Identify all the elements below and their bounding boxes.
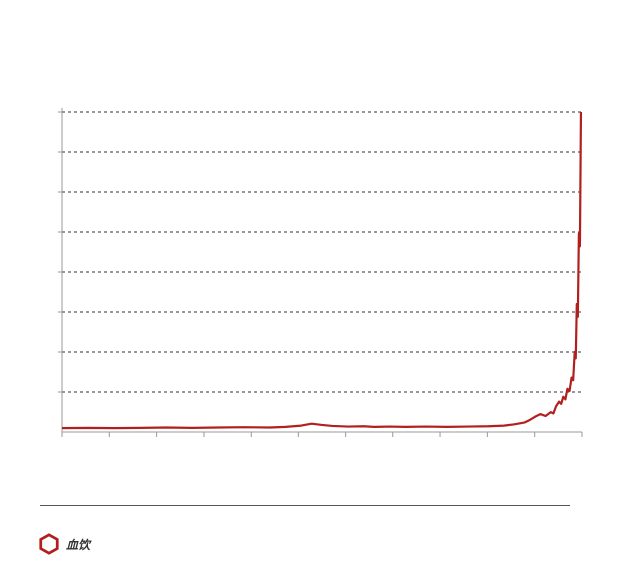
hexagon-icon: [38, 533, 60, 555]
logo-text: 血饮: [66, 536, 90, 553]
footer-rule: [40, 505, 570, 506]
line-chart: [0, 0, 640, 576]
source-logo: 血饮: [38, 533, 90, 555]
series-main: [62, 112, 581, 428]
